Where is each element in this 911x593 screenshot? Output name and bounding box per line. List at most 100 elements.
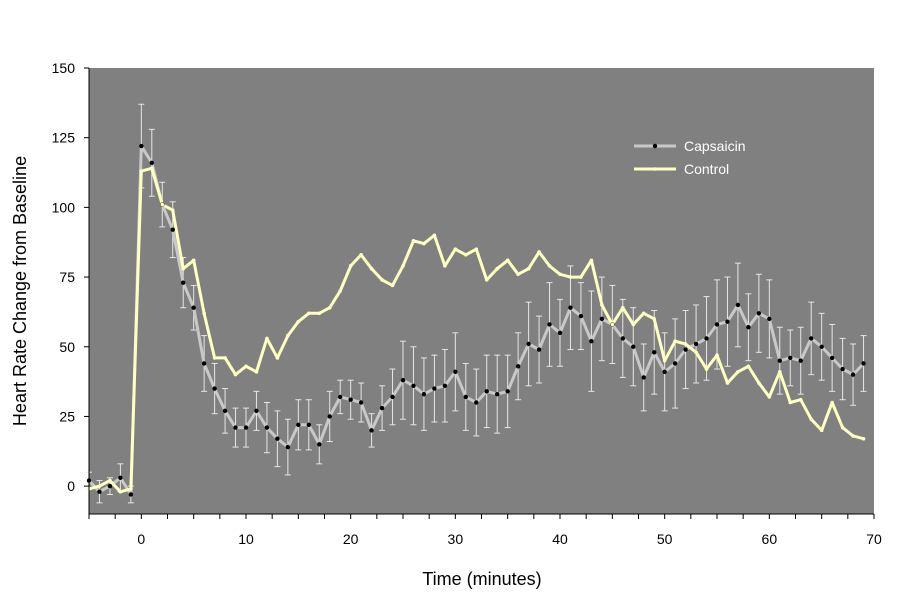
data-point-capsaicin bbox=[829, 355, 835, 361]
legend-label: Capsaicin bbox=[684, 138, 745, 154]
data-point-capsaicin bbox=[714, 322, 720, 327]
x-tick-label: 10 bbox=[238, 531, 254, 547]
data-point-capsaicin bbox=[767, 316, 772, 322]
data-point-capsaicin bbox=[432, 386, 437, 391]
data-point-control bbox=[118, 489, 123, 494]
data-point-capsaicin bbox=[484, 389, 489, 394]
data-point-control bbox=[202, 311, 206, 316]
data-point-control bbox=[526, 266, 531, 271]
data-point-capsaicin bbox=[107, 483, 113, 489]
data-point-control bbox=[265, 336, 269, 341]
data-point-control bbox=[160, 202, 165, 207]
data-point-capsaicin bbox=[495, 391, 500, 397]
data-point-capsaicin bbox=[568, 305, 573, 310]
data-point-capsaicin bbox=[264, 425, 270, 430]
data-point-capsaicin bbox=[243, 425, 249, 430]
data-point-capsaicin bbox=[170, 227, 175, 232]
data-point-capsaicin bbox=[474, 400, 479, 405]
data-point-capsaicin bbox=[578, 313, 584, 319]
x-tick-label: 0 bbox=[137, 531, 145, 547]
data-point-control bbox=[254, 370, 259, 374]
data-point-control bbox=[296, 319, 301, 324]
data-point-control bbox=[474, 247, 479, 251]
data-point-control bbox=[108, 478, 112, 483]
data-point-capsaicin bbox=[599, 316, 605, 322]
data-point-capsaicin bbox=[547, 322, 552, 327]
data-point-control bbox=[830, 400, 834, 405]
data-point-control bbox=[139, 169, 144, 173]
data-point-control bbox=[150, 166, 154, 171]
y-tick-label: 50 bbox=[59, 339, 75, 355]
x-tick-label: 50 bbox=[657, 531, 673, 547]
data-point-capsaicin bbox=[191, 305, 196, 310]
data-point-control bbox=[600, 303, 604, 307]
data-point-control bbox=[704, 367, 709, 371]
data-point-capsaicin bbox=[453, 369, 458, 375]
data-point-capsaicin bbox=[149, 160, 154, 165]
data-point-control bbox=[233, 372, 238, 377]
data-point-capsaicin bbox=[777, 358, 782, 363]
x-tick-label: 20 bbox=[343, 531, 359, 547]
data-point-capsaicin bbox=[693, 341, 699, 347]
legend: Capsaicin Control bbox=[634, 138, 745, 177]
data-point-capsaicin bbox=[850, 372, 856, 377]
data-point-capsaicin bbox=[756, 311, 762, 316]
data-point-control bbox=[191, 258, 196, 263]
data-point-control bbox=[757, 381, 761, 385]
data-point-capsaicin bbox=[589, 338, 594, 344]
data-point-capsaicin bbox=[317, 442, 322, 447]
x-axis-title: Time (minutes) bbox=[422, 569, 541, 589]
data-point-control bbox=[631, 322, 636, 327]
data-point-control bbox=[317, 311, 322, 316]
x-tick-label: 30 bbox=[448, 531, 464, 547]
x-tick-label: 60 bbox=[762, 531, 778, 547]
y-tick-label: 150 bbox=[52, 60, 76, 76]
data-point-capsaicin bbox=[861, 361, 866, 366]
data-point-control bbox=[181, 266, 185, 271]
y-tick-label: 125 bbox=[52, 130, 76, 146]
data-point-capsaicin bbox=[411, 383, 416, 388]
data-point-control bbox=[694, 350, 698, 355]
data-point-control bbox=[840, 425, 845, 430]
data-point-control bbox=[547, 264, 552, 268]
data-point-control bbox=[244, 364, 248, 369]
data-point-control bbox=[662, 358, 667, 363]
data-point-control bbox=[170, 208, 175, 212]
data-point-control bbox=[422, 241, 426, 246]
data-point-control bbox=[861, 436, 866, 441]
data-point-capsaicin bbox=[97, 489, 102, 494]
data-point-control bbox=[338, 289, 343, 293]
data-point-capsaicin bbox=[212, 386, 217, 391]
data-point-control bbox=[610, 322, 615, 327]
data-point-control bbox=[505, 258, 510, 263]
legend-marker bbox=[652, 143, 658, 149]
data-point-capsaicin bbox=[348, 397, 353, 402]
data-point-control bbox=[788, 400, 793, 405]
data-point-capsaicin bbox=[338, 394, 343, 400]
series-points bbox=[86, 143, 866, 497]
data-point-control bbox=[558, 272, 562, 277]
data-point-control bbox=[212, 356, 217, 360]
data-point-capsaicin bbox=[840, 366, 845, 372]
data-point-control bbox=[715, 353, 719, 357]
data-point-capsaicin bbox=[306, 422, 311, 427]
data-point-capsaicin bbox=[275, 436, 280, 441]
data-point-control bbox=[809, 417, 813, 422]
y-ticks: 0 25 50 75 100 125 150 bbox=[52, 60, 89, 494]
data-point-control bbox=[129, 487, 133, 491]
data-point-control bbox=[641, 311, 646, 316]
data-point-capsaicin bbox=[798, 358, 803, 363]
data-point-capsaicin bbox=[390, 394, 395, 400]
data-point-capsaicin bbox=[526, 341, 531, 347]
y-tick-label: 0 bbox=[67, 478, 75, 494]
data-point-capsaicin bbox=[369, 428, 374, 433]
data-point-capsaicin bbox=[662, 369, 667, 375]
data-point-capsaicin bbox=[652, 350, 657, 355]
data-point-capsaicin bbox=[819, 344, 824, 349]
data-point-capsaicin bbox=[557, 330, 563, 336]
data-point-capsaicin bbox=[463, 394, 468, 400]
data-point-control bbox=[819, 428, 824, 433]
data-point-capsaicin bbox=[254, 408, 259, 414]
data-point-capsaicin bbox=[725, 319, 730, 324]
